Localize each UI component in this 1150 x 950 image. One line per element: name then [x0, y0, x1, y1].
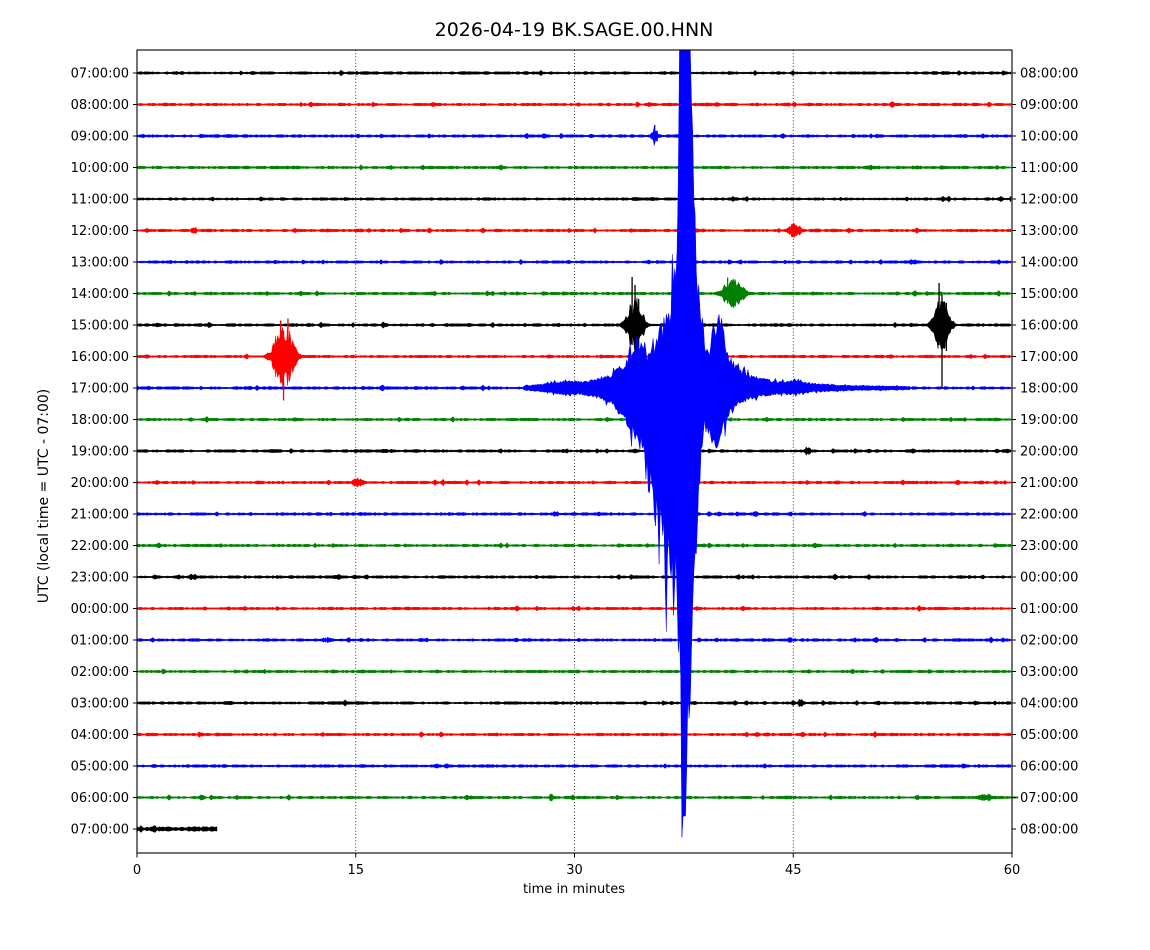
trace-row-7 — [136, 290, 1012, 297]
event-burst-9 — [436, 478, 451, 487]
trace-row-23 — [136, 794, 1012, 801]
local-time-label-16: 00:00:00 — [1020, 571, 1078, 586]
local-time-label-9: 17:00:00 — [1020, 350, 1078, 365]
local-time-label-14: 22:00:00 — [1020, 508, 1078, 523]
utc-time-label-3: 10:00:00 — [71, 161, 129, 176]
x-axis-title: time in minutes — [523, 882, 625, 897]
utc-time-label-6: 13:00:00 — [71, 256, 129, 271]
event-burst-8 — [339, 477, 377, 488]
trace-row-24 — [136, 825, 218, 833]
trace-row-13 — [136, 479, 1012, 486]
utc-time-label-21: 04:00:00 — [71, 728, 129, 743]
event-burst-3 — [695, 278, 770, 309]
local-time-label-24: 08:00:00 — [1020, 823, 1078, 838]
event-burst-7 — [795, 446, 820, 456]
utc-time-label-17: 00:00:00 — [71, 602, 129, 617]
utc-time-label-15: 22:00:00 — [71, 539, 129, 554]
x-tick-label-30: 30 — [566, 863, 583, 878]
local-time-label-6: 14:00:00 — [1020, 256, 1078, 271]
trace-row-19 — [136, 668, 1012, 675]
trace-row-3 — [136, 164, 1012, 171]
utc-time-label-13: 20:00:00 — [71, 476, 129, 491]
event-burst-13 — [790, 698, 810, 708]
local-time-label-0: 08:00:00 — [1020, 67, 1078, 82]
event-burst-10 — [543, 511, 568, 517]
chart-title: 2026-04-19 BK.SAGE.00.HNN — [435, 19, 714, 41]
local-time-label-7: 15:00:00 — [1020, 287, 1078, 302]
trace-row-9 — [136, 353, 1012, 360]
local-time-label-3: 11:00:00 — [1020, 161, 1078, 176]
local-time-label-21: 05:00:00 — [1020, 728, 1078, 743]
trace-row-20 — [136, 699, 1012, 707]
plot-area: 07:00:00 08:00:00 08:00:00 09:00:00 09:00:00… — [71, 49, 1078, 878]
local-time-label-2: 10:00:00 — [1020, 130, 1078, 145]
local-time-label-15: 23:00:00 — [1020, 539, 1078, 554]
utc-time-label-14: 21:00:00 — [71, 508, 129, 523]
utc-time-label-4: 11:00:00 — [71, 193, 129, 208]
x-tick-label-0: 0 — [133, 863, 141, 878]
trace-row-6 — [136, 258, 1012, 266]
trace-row-11 — [136, 416, 1012, 423]
trace-row-12 — [136, 448, 1012, 454]
local-time-label-23: 07:00:00 — [1020, 791, 1078, 806]
utc-time-label-9: 16:00:00 — [71, 350, 129, 365]
utc-time-label-11: 18:00:00 — [71, 413, 129, 428]
utc-time-label-7: 14:00:00 — [71, 287, 129, 302]
utc-time-label-23: 06:00:00 — [71, 791, 129, 806]
utc-time-label-10: 17:00:00 — [71, 382, 129, 397]
trace-row-0 — [136, 69, 1012, 77]
local-time-label-17: 01:00:00 — [1020, 602, 1078, 617]
local-time-label-20: 04:00:00 — [1020, 697, 1078, 712]
local-time-label-8: 16:00:00 — [1020, 319, 1078, 334]
trace-row-21 — [136, 731, 1012, 738]
utc-time-label-5: 12:00:00 — [71, 224, 129, 239]
x-tick-label-60: 60 — [1004, 863, 1021, 878]
event-burst-14 — [543, 793, 559, 802]
utc-time-label-8: 15:00:00 — [71, 319, 129, 334]
trace-row-15 — [136, 542, 1012, 549]
local-time-label-18: 02:00:00 — [1020, 634, 1078, 649]
local-time-label-12: 20:00:00 — [1020, 445, 1078, 460]
utc-time-label-18: 01:00:00 — [71, 634, 129, 649]
event-burst-12 — [305, 636, 347, 644]
utc-time-label-24: 07:00:00 — [71, 823, 129, 838]
trace-row-1 — [136, 101, 1012, 108]
trace-row-4 — [136, 195, 1012, 203]
utc-time-label-12: 19:00:00 — [71, 445, 129, 460]
local-time-label-1: 09:00:00 — [1020, 98, 1078, 113]
utc-time-label-20: 03:00:00 — [71, 697, 129, 712]
event-burst-16 — [952, 793, 1019, 802]
local-time-label-4: 12:00:00 — [1020, 193, 1078, 208]
x-tick-label-15: 15 — [347, 863, 364, 878]
local-time-label-13: 21:00:00 — [1020, 476, 1078, 491]
y-axis-title: UTC (local time = UTC - 07:00) — [36, 389, 52, 604]
trace-row-8 — [136, 321, 1012, 329]
utc-time-label-1: 08:00:00 — [71, 98, 129, 113]
x-tick-label-45: 45 — [785, 863, 802, 878]
utc-time-label-19: 02:00:00 — [71, 665, 129, 680]
event-burst-11 — [743, 510, 767, 518]
event-burst-1 — [184, 226, 203, 235]
main-earthquake-trace — [523, 49, 911, 838]
local-time-label-10: 18:00:00 — [1020, 382, 1078, 397]
event-burst-2 — [771, 223, 818, 238]
event-burst-15 — [909, 794, 924, 801]
utc-time-label-2: 09:00:00 — [71, 130, 129, 145]
trace-row-17 — [136, 605, 1012, 612]
local-time-label-19: 03:00:00 — [1020, 665, 1078, 680]
trace-row-22 — [136, 763, 1012, 769]
utc-time-label-16: 23:00:00 — [71, 571, 129, 586]
local-time-label-11: 19:00:00 — [1020, 413, 1078, 428]
local-time-label-5: 13:00:00 — [1020, 224, 1078, 239]
trace-row-14 — [136, 511, 1012, 517]
trace-row-18 — [136, 636, 1012, 644]
utc-time-label-0: 07:00:00 — [71, 67, 129, 82]
utc-time-label-22: 05:00:00 — [71, 760, 129, 775]
trace-row-2 — [136, 132, 1012, 140]
trace-row-5 — [136, 227, 1012, 234]
trace-row-16 — [136, 573, 1012, 581]
local-time-label-22: 06:00:00 — [1020, 760, 1078, 775]
